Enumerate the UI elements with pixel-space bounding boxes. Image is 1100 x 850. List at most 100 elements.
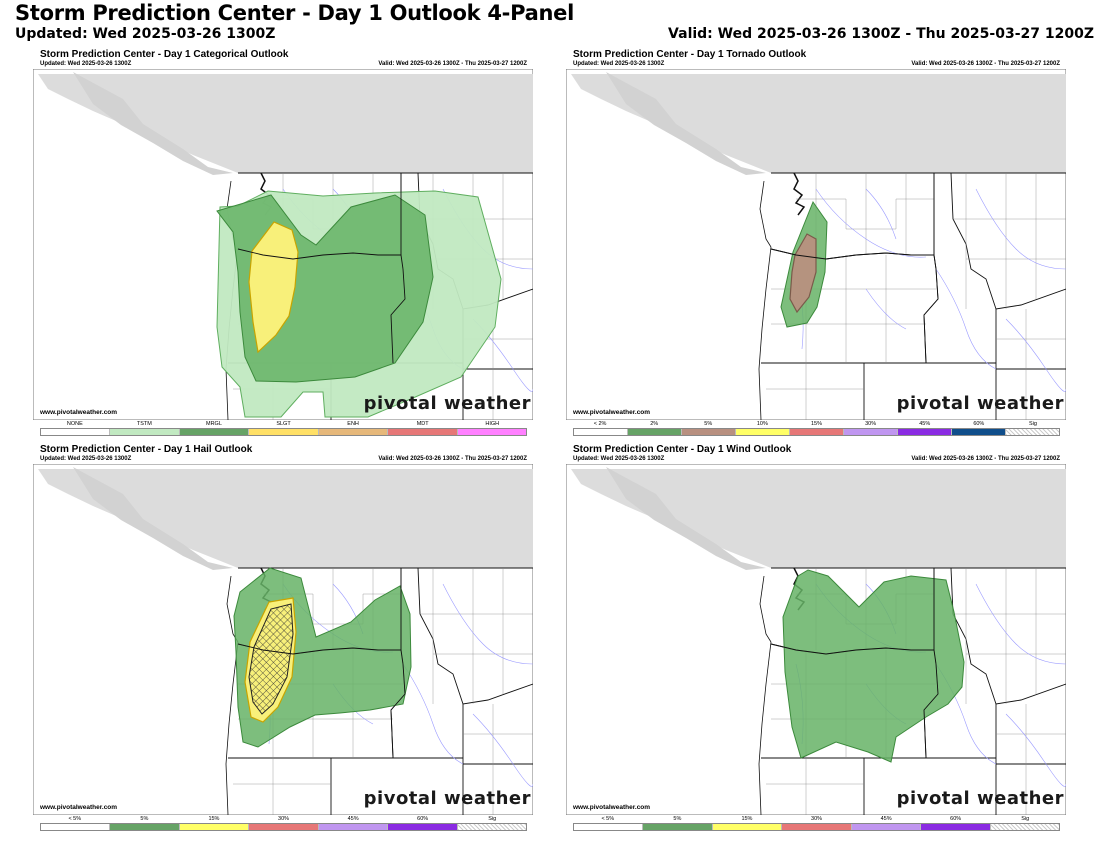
website-url: www.pivotalweather.com [573,804,651,811]
legend-swatch [110,824,180,830]
legend-swatch [318,429,389,435]
legend-swatch [318,824,389,830]
legend-label: 60% [973,421,985,427]
legend-swatch [628,429,682,435]
legend-swatches [573,428,1060,436]
pivotal-weather-logo: pivotal weather [363,393,531,414]
panel-valid: Valid: Wed 2025-03-26 1300Z - Thu 2025-0… [378,456,527,462]
legend-labels: < 5% 5% 15% 30% 45% 60% Sig [573,816,1060,823]
legend-label: 15% [208,816,220,822]
wind-outlook-panel: Storm Prediction Center - Day 1 Wind Out… [566,444,1066,837]
wind-outlook-map[interactable] [566,464,1066,815]
legend-label: 10% [756,421,768,427]
pivotal-weather-logo: pivotal weather [896,788,1064,809]
categorical-outlook-panel: Storm Prediction Center - Day 1 Categori… [33,49,533,442]
legend-swatch [457,824,526,830]
legend-label: HIGH [485,421,500,427]
page-title: Storm Prediction Center - Day 1 Outlook … [15,1,574,25]
legend-label: 5% [140,816,149,822]
legend-swatches [573,823,1060,831]
panel-valid: Valid: Wed 2025-03-26 1300Z - Thu 2025-0… [911,61,1060,67]
panel-valid: Valid: Wed 2025-03-26 1300Z - Thu 2025-0… [911,456,1060,462]
legend-swatch [844,429,898,435]
hail-legend: < 5% 5% 15% 30% 45% 60% Sig [40,816,527,836]
legend-swatch [574,429,628,435]
legend-swatch [851,824,922,830]
legend-label: 45% [919,421,931,427]
legend-label: ENH [347,421,359,427]
legend-label: TSTM [136,421,152,427]
hail-outlook-map[interactable] [33,464,533,815]
categorical-outlook-map[interactable] [33,69,533,420]
legend-swatch [643,824,713,830]
legend-label: 30% [865,421,877,427]
legend-label: 45% [880,816,892,822]
legend-label: MDT [416,421,429,427]
legend-label: 5% [673,816,682,822]
legend-swatch [249,824,319,830]
legend-swatches [40,823,527,831]
legend-label: NONE [66,421,83,427]
legend-swatch [388,824,458,830]
legend-label: < 5% [68,816,82,822]
wind-legend: < 5% 5% 15% 30% 45% 60% Sig [573,816,1060,836]
legend-label: SLGT [276,421,291,427]
wind-5pct-area [782,569,965,763]
legend-swatches [40,428,527,436]
website-url: www.pivotalweather.com [40,409,118,416]
legend-label: 2% [650,421,659,427]
legend-label: < 5% [601,816,615,822]
legend-labels: < 2% 2% 5% 10% 15% 30% 45% 60% Sig [573,421,1060,428]
tornado-outlook-panel: Storm Prediction Center - Day 1 Tornado … [566,49,1066,442]
legend-swatch [712,824,783,830]
legend-label: < 2% [593,421,607,427]
panel-title: Storm Prediction Center - Day 1 Wind Out… [573,444,792,455]
panel-updated: Updated: Wed 2025-03-26 1300Z [40,456,132,462]
tornado-outlook-map[interactable] [566,69,1066,420]
legend-label: 15% [810,421,822,427]
legend-swatch [736,429,790,435]
legend-swatch [682,429,736,435]
legend-label: Sig [1021,816,1030,822]
legend-label: Sig [488,816,497,822]
legend-swatch [952,429,1006,435]
legend-swatch [249,429,319,435]
hail-sig-area [248,603,294,715]
legend-label: 5% [704,421,713,427]
categorical-legend: NONE TSTM MRGL SLGT ENH MDT HIGH [40,421,527,441]
website-url: www.pivotalweather.com [573,409,651,416]
legend-label: 30% [278,816,290,822]
legend-swatch [790,429,844,435]
website-url: www.pivotalweather.com [40,804,118,811]
tornado-5pct-area [789,233,817,314]
panel-valid: Valid: Wed 2025-03-26 1300Z - Thu 2025-0… [378,61,527,67]
legend-labels: < 5% 5% 15% 30% 45% 60% Sig [40,816,527,823]
legend-swatch [574,824,644,830]
panel-title: Storm Prediction Center - Day 1 Categori… [40,49,289,60]
legend-swatch [990,824,1059,830]
legend-label: 60% [950,816,962,822]
legend-swatch [110,429,180,435]
pivotal-weather-logo: pivotal weather [363,788,531,809]
hail-outlook-panel: Storm Prediction Center - Day 1 Hail Out… [33,444,533,837]
panel-title: Storm Prediction Center - Day 1 Hail Out… [40,444,253,455]
page-valid: Valid: Wed 2025-03-26 1300Z - Thu 2025-0… [668,26,1094,42]
panel-updated: Updated: Wed 2025-03-26 1300Z [573,61,665,67]
legend-labels: NONE TSTM MRGL SLGT ENH MDT HIGH [40,421,527,428]
panel-updated: Updated: Wed 2025-03-26 1300Z [40,61,132,67]
pivotal-weather-logo: pivotal weather [896,393,1064,414]
legend-swatch [41,824,111,830]
legend-swatch [457,429,526,435]
panel-title: Storm Prediction Center - Day 1 Tornado … [573,49,807,60]
legend-label: 30% [811,816,823,822]
legend-label: 15% [741,816,753,822]
legend-label: 60% [417,816,429,822]
legend-label: MRGL [206,421,222,427]
legend-swatch [388,429,458,435]
panel-updated: Updated: Wed 2025-03-26 1300Z [573,456,665,462]
legend-swatch [1006,429,1059,435]
legend-swatch [898,429,952,435]
legend-swatch [179,824,250,830]
tornado-legend: < 2% 2% 5% 10% 15% 30% 45% 60% Sig [573,421,1060,441]
legend-swatch [782,824,852,830]
